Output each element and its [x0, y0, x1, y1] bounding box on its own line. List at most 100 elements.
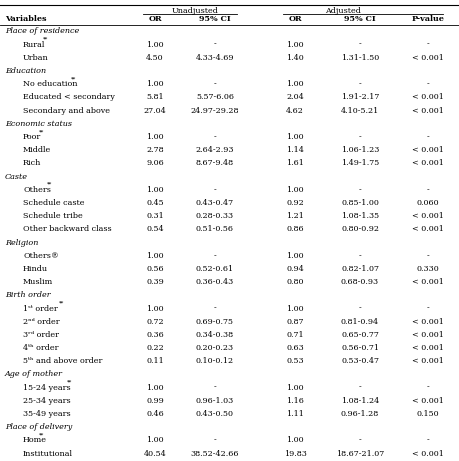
Text: -: - [426, 437, 429, 444]
Text: 24.97-29.28: 24.97-29.28 [191, 106, 239, 115]
Text: 8.67-9.48: 8.67-9.48 [196, 160, 234, 167]
Text: **: ** [47, 182, 52, 187]
Text: 4.33-4.69: 4.33-4.69 [196, 54, 234, 62]
Text: 5ᵗʰ and above order: 5ᵗʰ and above order [23, 357, 102, 365]
Text: 0.28-0.33: 0.28-0.33 [196, 212, 234, 220]
Text: 0.72: 0.72 [146, 318, 164, 326]
Text: 0.39: 0.39 [146, 278, 164, 286]
Text: 1.11: 1.11 [286, 410, 304, 418]
Text: 0.94: 0.94 [286, 265, 304, 273]
Text: 0.060: 0.060 [417, 199, 439, 207]
Text: -: - [426, 41, 429, 48]
Text: Educated < secondary: Educated < secondary [23, 94, 115, 101]
Text: 0.86: 0.86 [286, 225, 304, 233]
Text: **: ** [67, 380, 73, 385]
Text: Muslim: Muslim [23, 278, 53, 286]
Text: 1.00: 1.00 [286, 186, 304, 194]
Text: -: - [426, 80, 429, 88]
Text: Unadjusted: Unadjusted [172, 7, 218, 15]
Text: < 0.001: < 0.001 [412, 146, 444, 154]
Text: 1.40: 1.40 [286, 54, 304, 62]
Text: 1.91-2.17: 1.91-2.17 [341, 94, 379, 101]
Text: 1.00: 1.00 [146, 80, 164, 88]
Text: 3ʳᵈ order: 3ʳᵈ order [23, 331, 59, 339]
Text: 0.22: 0.22 [146, 344, 164, 352]
Text: 0.81-0.94: 0.81-0.94 [341, 318, 379, 326]
Text: 1.14: 1.14 [286, 146, 304, 154]
Text: 0.71: 0.71 [286, 331, 304, 339]
Text: 9.06: 9.06 [146, 160, 164, 167]
Text: < 0.001: < 0.001 [412, 94, 444, 101]
Text: 1.16: 1.16 [286, 397, 304, 405]
Text: OR: OR [148, 15, 162, 23]
Text: -: - [358, 384, 361, 392]
Text: 4.10-5.21: 4.10-5.21 [341, 106, 379, 115]
Text: 27.04: 27.04 [144, 106, 166, 115]
Text: 0.150: 0.150 [417, 410, 439, 418]
Text: 0.43-0.50: 0.43-0.50 [196, 410, 234, 418]
Text: Middle: Middle [23, 146, 51, 154]
Text: 40.54: 40.54 [144, 449, 166, 458]
Text: 1.00: 1.00 [146, 252, 164, 260]
Text: 0.99: 0.99 [146, 397, 164, 405]
Text: 1.00: 1.00 [146, 384, 164, 392]
Text: -: - [213, 186, 216, 194]
Text: 0.80-0.92: 0.80-0.92 [341, 225, 379, 233]
Text: 2ⁿᵈ order: 2ⁿᵈ order [23, 318, 60, 326]
Text: 95% CI: 95% CI [199, 15, 231, 23]
Text: 5.81: 5.81 [146, 94, 164, 101]
Text: Place of residence: Place of residence [5, 28, 79, 35]
Text: -: - [213, 384, 216, 392]
Text: Birth order: Birth order [5, 291, 50, 299]
Text: 0.63: 0.63 [286, 344, 304, 352]
Text: 0.65-0.77: 0.65-0.77 [341, 331, 379, 339]
Text: Caste: Caste [5, 172, 28, 181]
Text: -: - [426, 384, 429, 392]
Text: Home: Home [23, 437, 47, 444]
Text: 0.56-0.71: 0.56-0.71 [341, 344, 379, 352]
Text: Place of delivery: Place of delivery [5, 423, 72, 431]
Text: Rural: Rural [23, 41, 45, 48]
Text: Variables: Variables [5, 15, 46, 23]
Text: 1.08-1.24: 1.08-1.24 [341, 397, 379, 405]
Text: 0.53: 0.53 [286, 357, 304, 365]
Text: < 0.001: < 0.001 [412, 331, 444, 339]
Text: 0.46: 0.46 [146, 410, 164, 418]
Text: -: - [426, 186, 429, 194]
Text: 2.04: 2.04 [286, 94, 304, 101]
Text: 1.00: 1.00 [146, 305, 164, 313]
Text: -: - [358, 186, 361, 194]
Text: -: - [426, 305, 429, 313]
Text: 1.00: 1.00 [146, 437, 164, 444]
Text: Economic status: Economic status [5, 120, 72, 128]
Text: P-value: P-value [412, 15, 444, 23]
Text: < 0.001: < 0.001 [412, 225, 444, 233]
Text: 95% CI: 95% CI [344, 15, 376, 23]
Text: Religion: Religion [5, 238, 39, 247]
Text: 0.96-1.03: 0.96-1.03 [196, 397, 234, 405]
Text: 1.00: 1.00 [146, 133, 164, 141]
Text: -: - [213, 252, 216, 260]
Text: 2.64-2.93: 2.64-2.93 [196, 146, 234, 154]
Text: 1ˢᵗ order: 1ˢᵗ order [23, 305, 58, 313]
Text: 0.92: 0.92 [286, 199, 304, 207]
Text: Hindu: Hindu [23, 265, 48, 273]
Text: -: - [358, 305, 361, 313]
Text: -: - [358, 437, 361, 444]
Text: 0.10-0.12: 0.10-0.12 [196, 357, 234, 365]
Text: 0.36-0.43: 0.36-0.43 [196, 278, 234, 286]
Text: 25-34 years: 25-34 years [23, 397, 71, 405]
Text: -: - [358, 41, 361, 48]
Text: 0.36: 0.36 [146, 331, 164, 339]
Text: -: - [358, 133, 361, 141]
Text: 4.50: 4.50 [146, 54, 164, 62]
Text: -: - [426, 133, 429, 141]
Text: 0.96-1.28: 0.96-1.28 [341, 410, 379, 418]
Text: 0.82-1.07: 0.82-1.07 [341, 265, 379, 273]
Text: 2.78: 2.78 [146, 146, 164, 154]
Text: 18.67-21.07: 18.67-21.07 [336, 449, 384, 458]
Text: **: ** [71, 76, 77, 81]
Text: Education: Education [5, 67, 46, 75]
Text: 1.00: 1.00 [286, 41, 304, 48]
Text: 1.49-1.75: 1.49-1.75 [341, 160, 379, 167]
